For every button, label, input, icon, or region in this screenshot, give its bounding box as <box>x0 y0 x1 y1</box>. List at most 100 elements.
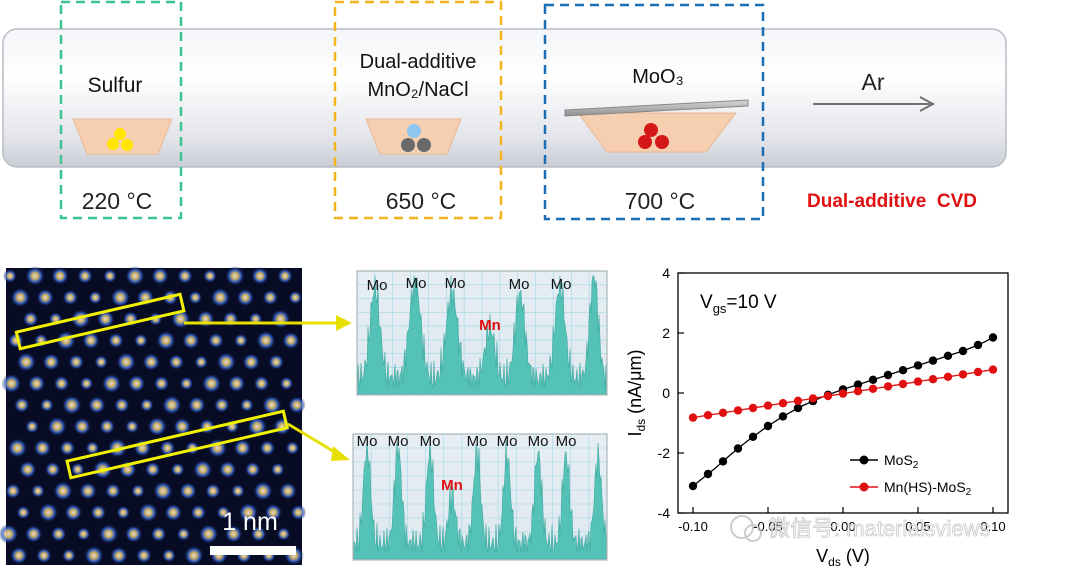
zone-label-sulfur: Sulfur <box>88 74 143 97</box>
atom-spot <box>124 525 143 543</box>
series-point-1 <box>823 391 833 401</box>
atom-spot <box>18 460 37 479</box>
series-point-0 <box>868 375 878 384</box>
atom-spot <box>35 547 52 564</box>
profile-arrow-1 <box>184 315 352 331</box>
atom-spot <box>125 266 145 286</box>
atom-spot <box>39 398 54 412</box>
atom-spot <box>290 504 307 521</box>
atom-spot <box>88 290 103 305</box>
stem-image: 1 nm <box>0 266 307 566</box>
atom-spot <box>216 352 237 372</box>
atom-spot <box>198 524 219 544</box>
atom-spot <box>224 525 243 543</box>
atom-spot <box>222 311 239 327</box>
atom-spot <box>98 524 119 544</box>
atom-spot <box>244 461 261 478</box>
scale-bar <box>210 546 296 555</box>
atom-spot <box>61 548 76 563</box>
atom-spot <box>288 290 303 305</box>
atom-spot <box>7 438 28 458</box>
atom-spot <box>133 333 148 348</box>
series-point-1 <box>808 394 818 403</box>
series-point-1 <box>733 406 743 415</box>
scale-bar-label: 1 nm <box>222 508 278 536</box>
atom-spot <box>24 525 43 543</box>
series-point-0 <box>988 333 998 342</box>
atom-spot <box>207 332 224 349</box>
series-point-1 <box>868 384 878 393</box>
atom-spot <box>281 331 300 350</box>
watermark: 微信号: materialsviews <box>730 515 991 542</box>
atom-spot <box>5 483 21 499</box>
line-profile-panel-2 <box>352 433 608 561</box>
atom-spot <box>251 267 269 285</box>
atom-spot <box>83 545 104 566</box>
atom-spot <box>131 484 145 498</box>
atom-spot <box>196 310 215 328</box>
zone-label-additive-line2: MnO₂/NaCl <box>367 79 468 101</box>
profile1-dopant-label: Mn <box>479 317 501 334</box>
atom-spot <box>188 290 203 305</box>
series-point-0 <box>898 366 908 375</box>
atom-spot <box>139 398 154 412</box>
atom-spot <box>16 505 31 520</box>
atom-lattice <box>0 266 307 566</box>
method-label: Dual-additive CVD <box>807 191 977 212</box>
series-point-0 <box>748 432 758 441</box>
atom-spot <box>168 354 185 370</box>
atom-spot <box>194 355 209 369</box>
atom-spot <box>85 441 100 455</box>
atom-spot <box>161 395 182 415</box>
atom-spot <box>247 416 268 437</box>
series-point-1 <box>748 403 758 413</box>
atom-spot <box>236 288 255 307</box>
y-tick-label: 2 <box>662 325 670 341</box>
atom-spot <box>101 373 122 394</box>
atom-spot <box>81 331 100 350</box>
line-profile-box-2 <box>65 409 289 480</box>
atom-spot <box>90 504 107 521</box>
series-point-0 <box>958 346 968 356</box>
profile2-peak-6: Mo <box>528 433 549 450</box>
atom-spot <box>216 505 231 520</box>
atom-spot <box>79 482 97 500</box>
y-axis: -4 -2 0 2 4 <box>658 265 684 521</box>
atom-spot <box>96 310 115 328</box>
atom-spot <box>279 482 297 500</box>
atom-spot <box>250 526 267 542</box>
atom-spot <box>31 484 45 498</box>
atom-spot <box>213 397 230 413</box>
atom-spot <box>270 309 291 329</box>
atom-spot <box>44 461 61 478</box>
atom-spot <box>227 374 246 393</box>
atom-spot <box>61 395 82 415</box>
gas-label: Ar <box>862 69 885 95</box>
atom-spot <box>253 375 270 392</box>
atom-spot <box>201 373 222 394</box>
y-tick-label: 4 <box>662 265 670 281</box>
series-point-1 <box>958 370 968 379</box>
atom-spot <box>3 269 17 283</box>
series-point-1 <box>853 387 863 396</box>
atom-spot <box>261 395 282 415</box>
atom-spot <box>113 397 130 413</box>
series-point-1 <box>943 372 953 381</box>
atom-spot <box>159 440 176 456</box>
series-point-1 <box>883 382 893 391</box>
y-tick-label: -4 <box>658 505 671 521</box>
atom-spot <box>233 439 252 457</box>
y-tick-label: -2 <box>658 445 671 461</box>
atom-spot <box>285 441 300 455</box>
atom-spot <box>270 462 285 477</box>
atom-spot <box>231 484 245 498</box>
series-point-0 <box>688 481 698 491</box>
atom-spot <box>33 439 52 457</box>
atom-spot <box>70 309 91 329</box>
watermark-text: 微信号: materialsviews <box>768 516 990 541</box>
series-point-0 <box>703 469 713 479</box>
atom-spot <box>110 287 131 308</box>
atom-spot <box>73 417 92 436</box>
atom-spot <box>42 353 61 371</box>
